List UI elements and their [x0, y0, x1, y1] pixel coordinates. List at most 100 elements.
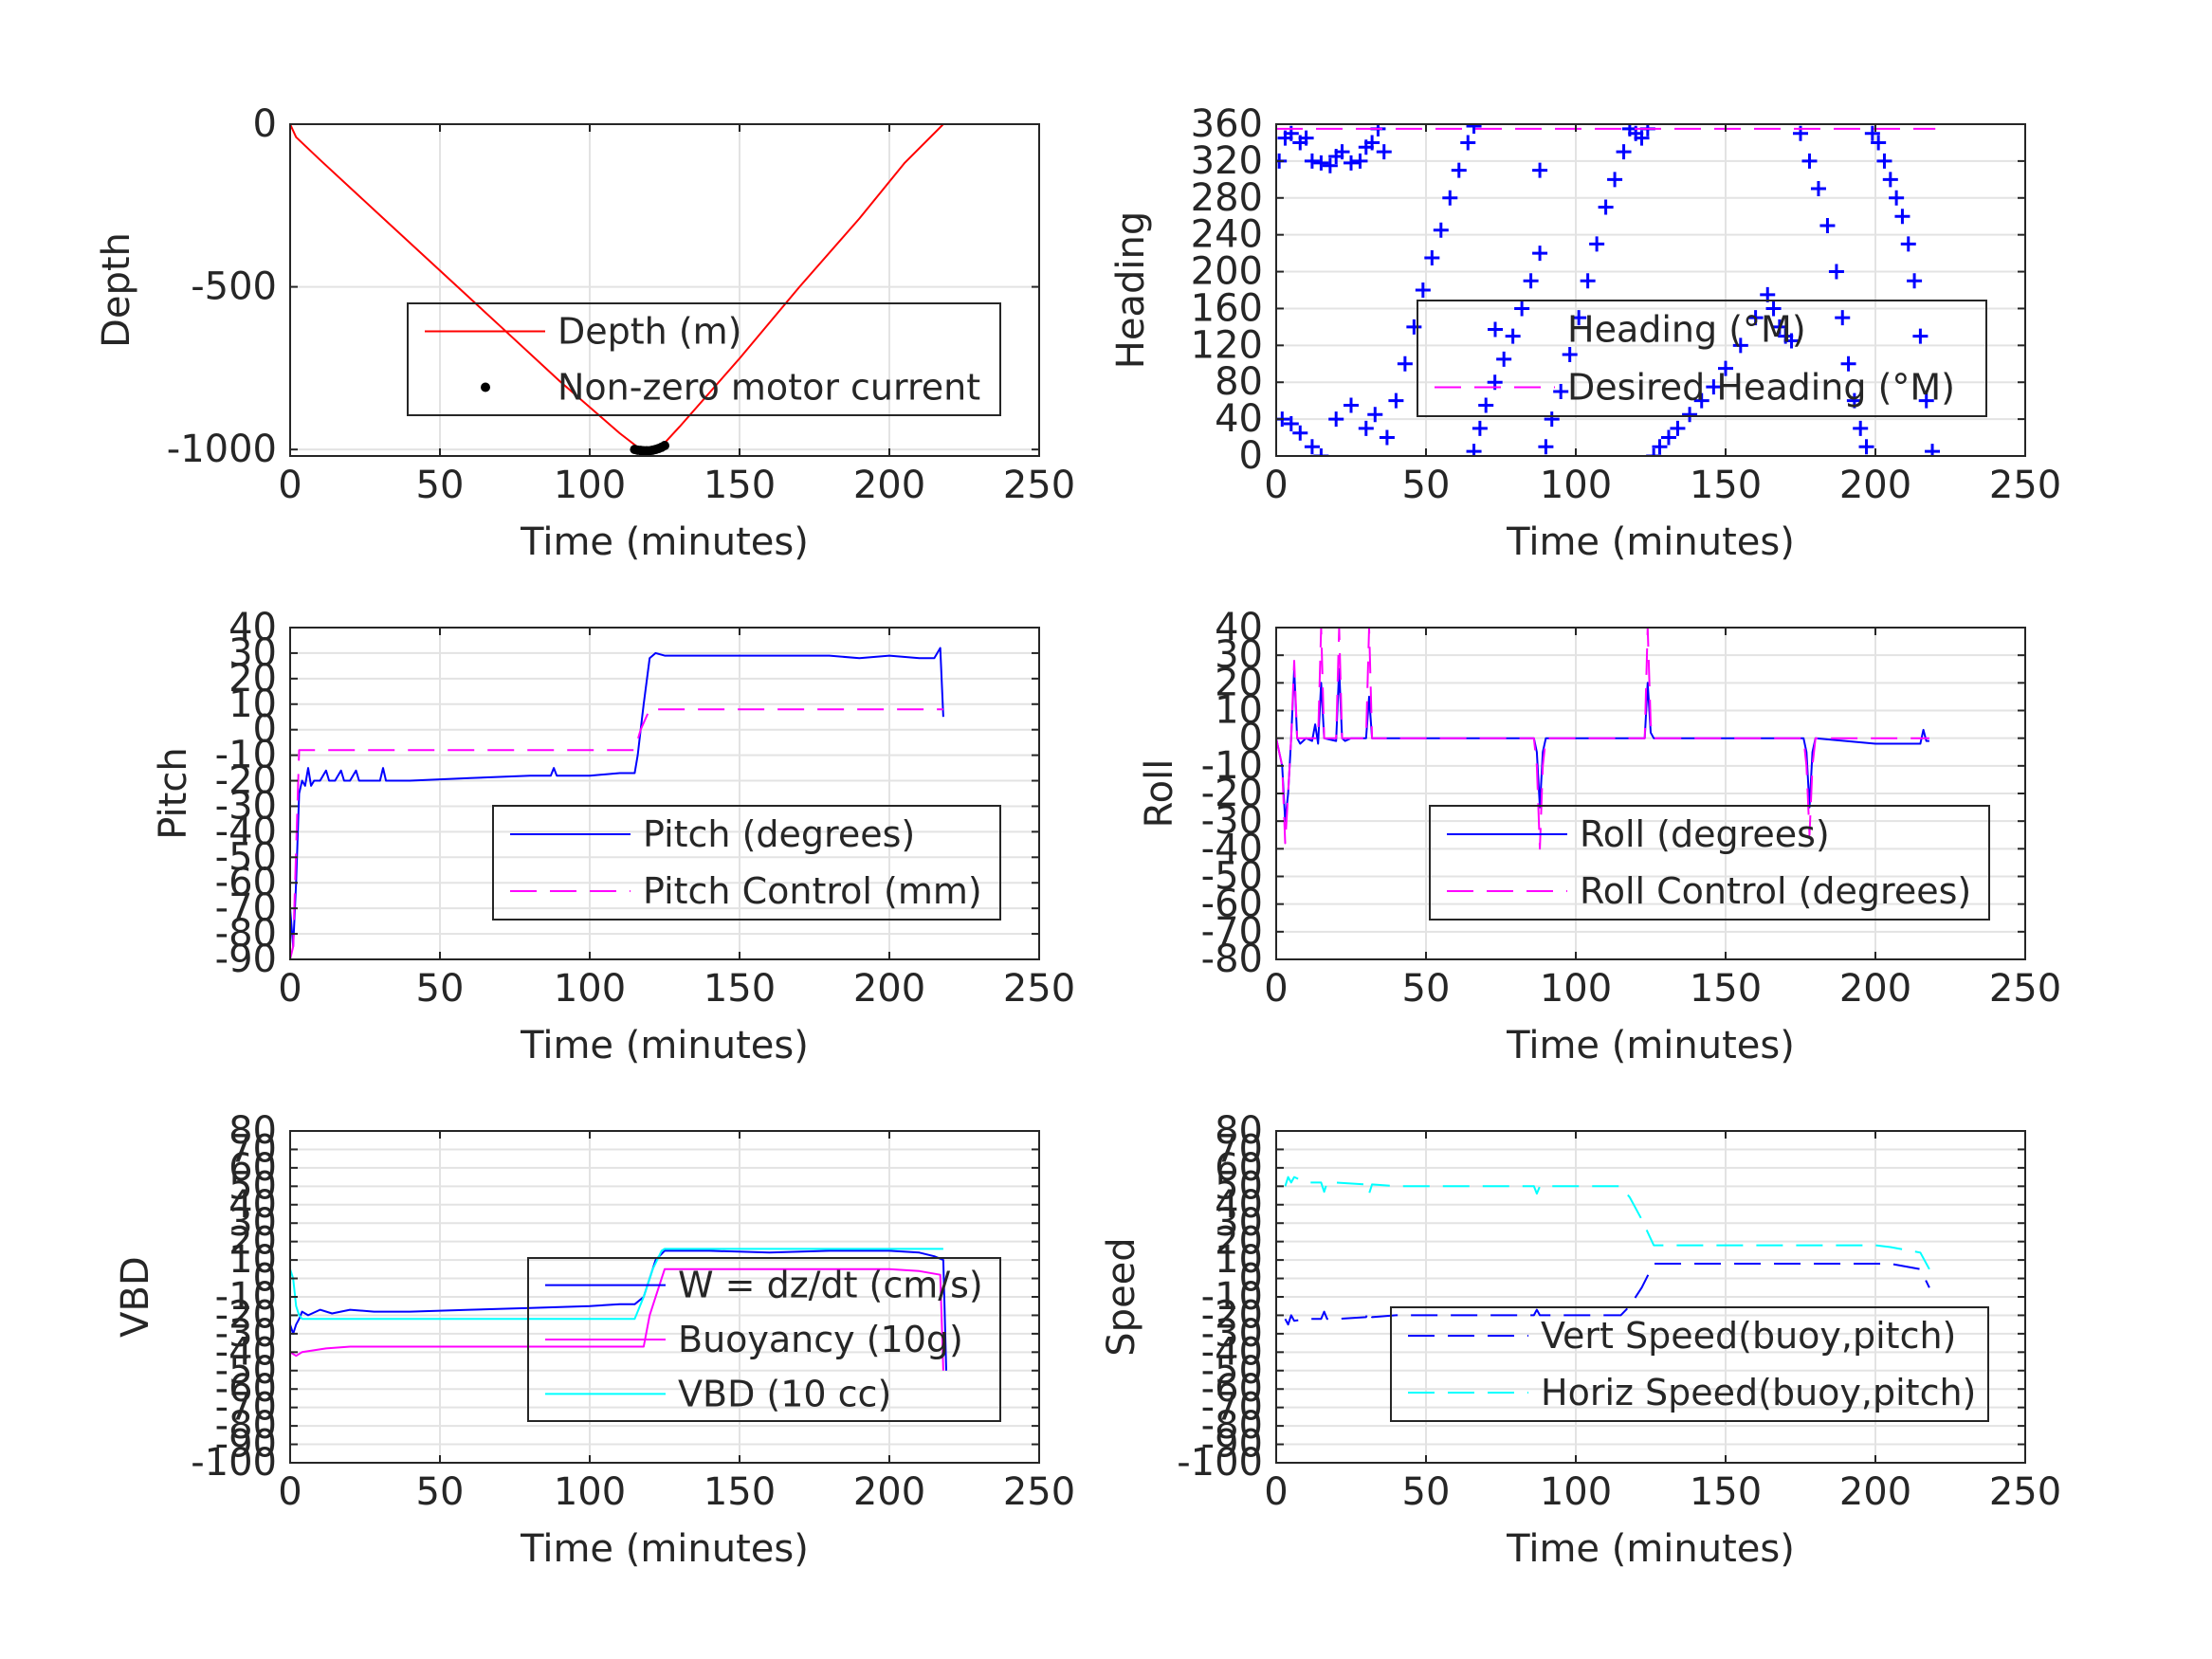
x-tick-label: 150: [1690, 967, 1762, 1011]
y-axis-label: Roll: [1138, 759, 1181, 829]
x-tick-label: 50: [1402, 1470, 1451, 1514]
data-point: [1532, 162, 1548, 178]
y-tick-label: -70: [215, 886, 277, 930]
data-point: [1907, 273, 1923, 289]
y-tick-label: -80: [215, 1404, 277, 1448]
data-point: [1292, 425, 1308, 441]
y-tick-label: -60: [1201, 883, 1263, 926]
y-tick-label: -40: [1201, 827, 1263, 870]
x-tick-label: 100: [1540, 967, 1612, 1011]
data-point: [1553, 383, 1569, 399]
data-point: [1283, 415, 1299, 431]
series-line-2: [1284, 1176, 1930, 1270]
y-tick-label: 10: [229, 1238, 277, 1282]
y-axis-label: Depth: [95, 232, 138, 348]
legend-entry-label: Depth (m): [558, 311, 742, 353]
data-point: [1607, 172, 1623, 188]
y-tick-label: 0: [1239, 717, 1263, 760]
y-axis-label: Pitch: [152, 747, 195, 839]
subplot-3: 0 50 100 150 200 250-90-80-70-60-50-40-30-20-…: [152, 606, 1075, 1067]
data-point: [1505, 328, 1521, 344]
y-tick-label: 20: [229, 1220, 277, 1264]
data-point: [1925, 444, 1941, 456]
x-tick-label: 0: [1264, 967, 1288, 1011]
data-point: [1433, 222, 1449, 238]
data-point: [1496, 351, 1512, 367]
legend-box: [527, 1257, 1001, 1422]
series-line-3: [290, 1248, 943, 1321]
x-axis-label: Time (minutes): [1506, 520, 1795, 564]
data-point: [1900, 236, 1916, 252]
y-tick-label: -50: [215, 1349, 277, 1393]
data-point: [1397, 356, 1413, 372]
x-tick-label: 0: [278, 967, 302, 1011]
data-point: [1634, 130, 1650, 146]
data-point: [1646, 448, 1662, 456]
y-tick-label: 0: [1239, 1257, 1263, 1301]
y-axis-label: Heading: [1109, 211, 1153, 369]
data-point: [1828, 264, 1844, 280]
y-tick-label: 60: [1215, 1146, 1263, 1190]
data-point: [1344, 155, 1359, 171]
data-point: [1571, 310, 1587, 326]
legend: Depth (m) Non-zero motor current: [407, 302, 1001, 416]
y-tick-label: 30: [229, 631, 277, 675]
y-tick-label: 40: [229, 606, 277, 649]
data-point: [1682, 407, 1698, 423]
x-tick-label: 100: [554, 967, 626, 1011]
y-tick-label: -20: [215, 759, 277, 803]
data-point: [1538, 439, 1554, 455]
data-point: [1889, 190, 1905, 206]
x-tick-label: 50: [1402, 464, 1451, 507]
y-tick-label: 0: [253, 102, 277, 146]
data-point: [1415, 283, 1431, 298]
plot-area: [290, 124, 944, 456]
y-tick-label: -30: [215, 1312, 277, 1356]
data-point: [1819, 217, 1836, 233]
series-2: [1284, 1176, 1930, 1270]
data-point: [1451, 162, 1467, 178]
x-tick-label: 0: [1264, 1470, 1288, 1514]
plot-area: [1284, 1176, 1930, 1326]
subplot-4: 0 50 100 150 200 250-80-70-60-50-40-30-20-100…: [1138, 606, 2061, 1067]
subplot-1: 0 50 100 150 200 250 -1000 -500 0 Time (minutes) D…: [95, 102, 1075, 564]
data-point: [1894, 209, 1910, 225]
data-point: [1810, 181, 1826, 197]
y-tick-label: -20: [1201, 772, 1263, 815]
y-tick-label: 40: [1215, 1183, 1263, 1227]
data-point: [1466, 444, 1482, 456]
y-tick-label: 40: [1215, 397, 1263, 441]
data-point: [1882, 172, 1898, 188]
x-tick-label: 50: [416, 464, 465, 507]
data-point: [1580, 273, 1596, 289]
data-point: [1328, 411, 1344, 428]
legend-entry-label: VBD (10 cc): [678, 1373, 891, 1414]
data-point: [1912, 328, 1929, 344]
y-tick-label: -10: [215, 1275, 277, 1319]
x-tick-label: 200: [853, 967, 925, 1011]
data-point: [1858, 439, 1874, 455]
subplot-2: 0 50 100 150 200 2500408012016020024028032036…: [1109, 102, 2061, 564]
y-tick-label: -20: [1201, 1293, 1263, 1337]
legend-entry-label: Buoyancy (10g): [678, 1319, 963, 1360]
y-tick-label: -50: [1201, 855, 1263, 899]
x-axis-label: Time (minutes): [1506, 1024, 1795, 1067]
series-line-1: [290, 1249, 947, 1371]
series-line-2: [290, 1267, 944, 1371]
x-tick-label: 250: [1003, 1470, 1075, 1514]
series-line-2: [290, 708, 943, 959]
y-tick-label: 10: [229, 683, 277, 726]
data-point: [1379, 429, 1395, 446]
axes-frame: [1275, 123, 2026, 457]
legend: Roll (degrees) Roll Control (degrees): [1429, 805, 1990, 921]
axes-frame: [289, 627, 1040, 960]
y-tick-label: 30: [229, 1201, 277, 1245]
data-point: [1801, 153, 1818, 169]
y-tick-label: -90: [215, 938, 277, 981]
data-point: [1367, 407, 1383, 423]
y-tick-label: -10: [1201, 744, 1263, 788]
y-tick-label: 40: [229, 1183, 277, 1227]
legend-entry-label: Roll (degrees): [1580, 813, 1830, 855]
y-tick-label: 200: [1191, 250, 1263, 294]
y-tick-label: 360: [1191, 102, 1263, 146]
